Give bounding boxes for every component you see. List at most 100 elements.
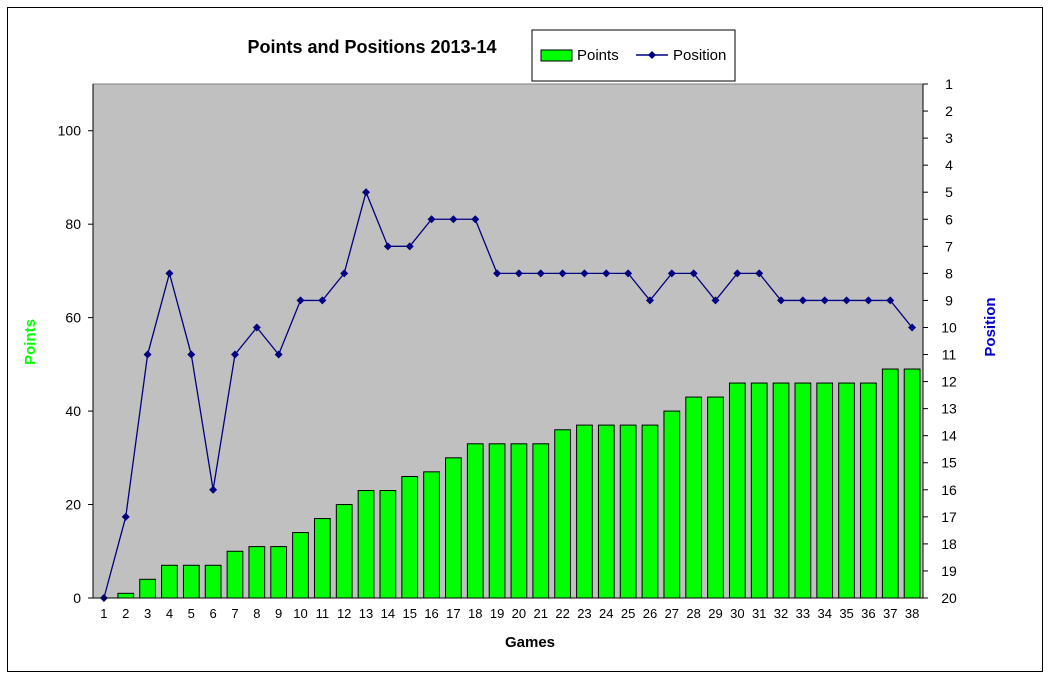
- position-point: [667, 269, 676, 278]
- points-bar: [860, 382, 877, 599]
- x-tick-label: 16: [424, 606, 438, 621]
- y-tick-label: 100: [58, 123, 82, 139]
- y2-tick-label: 5: [945, 184, 953, 200]
- y2-axis-title: Position: [982, 297, 999, 356]
- points-bar: [445, 457, 462, 599]
- position-point: [755, 269, 764, 278]
- y2-tick-label: 6: [945, 211, 953, 227]
- position-point: [558, 269, 567, 278]
- position-point: [209, 485, 218, 494]
- points-bars: [117, 368, 921, 599]
- y-tick-label: 60: [65, 310, 81, 326]
- x-tick-label: 33: [796, 606, 810, 621]
- y2-tick-label: 3: [945, 130, 953, 146]
- y-tick-label: 0: [73, 590, 81, 606]
- x-tick-label: 9: [275, 606, 282, 621]
- position-point: [842, 296, 851, 305]
- x-tick-label: 32: [774, 606, 788, 621]
- position-point: [143, 350, 152, 359]
- position-point: [340, 269, 349, 278]
- points-bar: [597, 424, 615, 599]
- y2-tick-label: 18: [941, 536, 957, 552]
- points-bar: [182, 564, 200, 599]
- x-tick-label: 12: [337, 606, 351, 621]
- points-bar: [772, 382, 790, 599]
- x-tick-label: 7: [231, 606, 238, 621]
- y2-tick-label: 20: [941, 590, 957, 606]
- position-point: [798, 296, 807, 305]
- position-point: [405, 242, 414, 251]
- points-bar: [161, 564, 178, 599]
- position-point: [908, 323, 917, 332]
- legend: Points Position: [531, 29, 736, 82]
- x-tick-label: 14: [381, 606, 395, 621]
- y-tick-label: 80: [65, 216, 81, 232]
- position-point: [230, 350, 239, 359]
- legend-position-marker: [648, 51, 656, 59]
- x-tick-label: 2: [122, 606, 129, 621]
- y2-tick-label: 14: [941, 428, 957, 444]
- points-bar: [488, 443, 506, 599]
- y2-tick-label: 13: [941, 401, 957, 417]
- position-point: [427, 215, 436, 224]
- legend-position-label: Position: [673, 47, 726, 64]
- y2-tick-label: 11: [942, 347, 957, 363]
- position-point: [296, 296, 305, 305]
- legend-points-swatch: [540, 49, 573, 62]
- points-bar: [510, 443, 528, 599]
- position-line: [103, 190, 913, 599]
- y-tick-label: 20: [65, 497, 81, 513]
- position-point: [886, 296, 895, 305]
- x-tick-label: 29: [708, 606, 722, 621]
- points-bar: [641, 424, 659, 599]
- position-point: [121, 512, 130, 521]
- points-bar: [139, 578, 156, 599]
- position-point: [514, 269, 523, 278]
- x-tick-label: 38: [905, 606, 919, 621]
- x-tick-label: 25: [621, 606, 635, 621]
- y-axis-title: Points: [22, 319, 39, 365]
- x-tick-label: 36: [861, 606, 875, 621]
- axes: 0204060801001234567891011121314151617181…: [58, 76, 957, 621]
- y2-tick-label: 12: [941, 374, 957, 390]
- y2-tick-label: 1: [945, 76, 953, 92]
- x-tick-label: 13: [359, 606, 373, 621]
- position-point: [689, 269, 698, 278]
- x-tick-label: 3: [144, 606, 151, 621]
- x-tick-label: 5: [188, 606, 195, 621]
- position-point: [362, 188, 371, 197]
- points-bar: [313, 518, 331, 599]
- x-tick-label: 27: [665, 606, 679, 621]
- position-line-layer: [99, 188, 917, 602]
- y2-tick-label: 4: [945, 157, 953, 173]
- points-bar: [554, 429, 571, 599]
- position-point: [580, 269, 589, 278]
- x-axis-title: Games: [505, 634, 555, 651]
- position-point: [624, 269, 633, 278]
- position-point: [645, 296, 654, 305]
- points-bar: [881, 368, 899, 599]
- points-bar: [838, 382, 855, 599]
- points-bar: [423, 471, 440, 599]
- points-bar: [292, 532, 309, 599]
- points-bar: [270, 546, 288, 599]
- position-point: [449, 215, 458, 224]
- points-bar: [401, 476, 419, 599]
- x-tick-label: 1: [100, 606, 107, 621]
- chart-frame: [7, 7, 1043, 672]
- position-point: [165, 269, 174, 278]
- points-bar: [248, 546, 266, 599]
- x-tick-label: 21: [534, 606, 548, 621]
- points-bar: [466, 443, 484, 599]
- position-point: [820, 296, 829, 305]
- x-tick-label: 34: [817, 606, 831, 621]
- y2-tick-label: 16: [941, 482, 957, 498]
- x-tick-label: 15: [402, 606, 416, 621]
- x-tick-label: 24: [599, 606, 613, 621]
- position-point: [777, 296, 786, 305]
- points-bar: [903, 368, 921, 599]
- points-bar: [619, 424, 637, 599]
- x-tick-label: 19: [490, 606, 504, 621]
- points-bar: [335, 504, 353, 599]
